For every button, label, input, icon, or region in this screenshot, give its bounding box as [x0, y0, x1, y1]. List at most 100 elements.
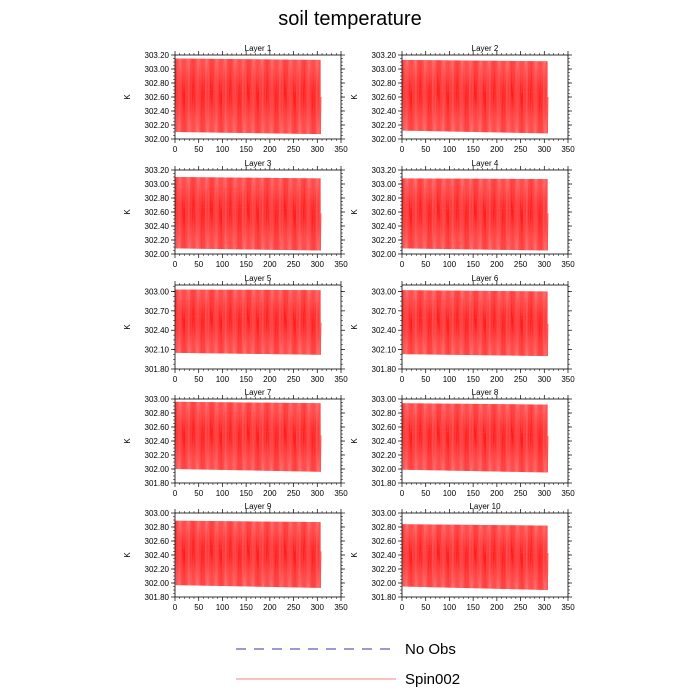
figure-title: soil temperature	[278, 8, 422, 30]
panel-title: Layer 5	[245, 274, 272, 283]
plot-frame	[174, 284, 342, 370]
y-tick-label: 302.40	[372, 222, 397, 231]
x-tick-label: 50	[194, 260, 203, 269]
series-line-spin002	[175, 520, 322, 588]
y-tick-label: 302.40	[372, 107, 397, 116]
x-tick-label: 150	[239, 145, 253, 154]
x-tick-label: 300	[311, 260, 325, 269]
x-tick-label: 100	[216, 375, 230, 384]
y-tick-label: 302.20	[145, 565, 170, 574]
x-tick-label: 200	[490, 603, 504, 612]
panel-title: Layer 10	[469, 502, 501, 511]
y-axis-label: K	[350, 94, 359, 100]
y-tick-label: 302.40	[145, 551, 170, 560]
y-axis-label: K	[123, 94, 132, 100]
y-tick-label: 303.00	[372, 180, 397, 189]
x-tick-label: 50	[421, 260, 430, 269]
x-tick-label: 250	[514, 489, 528, 498]
x-tick-label: 300	[311, 145, 325, 154]
chart-panels: 0 50 100 150 200 250 300 350 302.00 302.20 302.40 3…	[123, 44, 575, 612]
y-tick-label: 302.00	[145, 135, 170, 144]
x-tick-label: 100	[443, 145, 457, 154]
x-tick-label: 0	[400, 375, 405, 384]
y-tick-label: 302.40	[372, 326, 397, 335]
x-tick-label: 150	[239, 489, 253, 498]
x-tick-label: 150	[239, 603, 253, 612]
y-tick-label: 302.80	[372, 79, 397, 88]
y-tick-label: 302.20	[372, 236, 397, 245]
x-tick-label: 150	[466, 489, 480, 498]
x-tick-label: 50	[194, 603, 203, 612]
x-tick-label: 200	[490, 145, 504, 154]
x-tick-label: 200	[490, 375, 504, 384]
y-tick-label: 302.20	[145, 236, 170, 245]
x-tick-label: 350	[334, 375, 348, 384]
chart-panel-2: 0 50 100 150 200 250 300 350 302.00 302.20 302.40 3…	[350, 44, 575, 154]
chart-panel-3: 0 50 100 150 200 250 300 350 302.00 302.20 302.40 3…	[123, 159, 348, 269]
series-line-spin002	[175, 58, 322, 135]
x-tick-label: 300	[311, 603, 325, 612]
x-tick-label: 350	[334, 260, 348, 269]
chart-panel-8: 0 50 100 150 200 250 300 350 301.80 302.00 302.20 3…	[350, 388, 575, 498]
y-tick-label: 302.60	[145, 93, 170, 102]
x-tick-label: 100	[443, 603, 457, 612]
y-tick-label: 302.80	[372, 194, 397, 203]
x-tick-label: 50	[194, 375, 203, 384]
y-tick-label: 302.40	[145, 326, 170, 335]
series-line-spin002	[402, 524, 549, 591]
y-tick-label: 302.00	[372, 465, 397, 474]
x-tick-label: 50	[194, 489, 203, 498]
x-tick-label: 200	[490, 489, 504, 498]
x-tick-label: 0	[173, 375, 178, 384]
legend: No Obs Spin002	[236, 641, 460, 688]
legend-label: No Obs	[405, 641, 456, 658]
x-tick-label: 100	[443, 489, 457, 498]
y-tick-label: 302.80	[372, 409, 397, 418]
plot-frame	[401, 284, 569, 370]
y-tick-label: 302.40	[145, 222, 170, 231]
x-tick-label: 200	[263, 260, 277, 269]
series-line-spin002	[402, 59, 549, 134]
x-tick-label: 300	[538, 260, 552, 269]
y-tick-label: 302.40	[372, 551, 397, 560]
x-tick-label: 350	[561, 603, 575, 612]
series-line-spin002	[402, 290, 549, 357]
y-tick-label: 302.00	[372, 135, 397, 144]
y-axis-label: K	[123, 438, 132, 444]
x-tick-label: 50	[421, 375, 430, 384]
y-tick-label: 302.60	[145, 423, 170, 432]
y-tick-label: 302.80	[145, 409, 170, 418]
x-tick-label: 350	[561, 260, 575, 269]
x-tick-label: 350	[334, 603, 348, 612]
y-tick-label: 302.40	[145, 107, 170, 116]
y-tick-label: 302.70	[372, 307, 397, 316]
x-tick-label: 150	[239, 375, 253, 384]
y-tick-label: 302.00	[145, 250, 170, 259]
x-tick-label: 250	[287, 489, 301, 498]
y-tick-label: 303.00	[145, 180, 170, 189]
x-tick-label: 350	[561, 145, 575, 154]
series-line-spin002	[175, 176, 322, 251]
series-line-spin002	[175, 401, 322, 472]
x-tick-label: 300	[538, 489, 552, 498]
chart-panel-10: 0 50 100 150 200 250 300 350 301.80 302.00 302.20 3…	[350, 502, 575, 612]
y-tick-label: 303.20	[145, 51, 170, 60]
panel-title: Layer 1	[245, 44, 272, 53]
y-tick-label: 301.80	[372, 593, 397, 602]
y-tick-label: 302.10	[372, 346, 397, 355]
y-tick-label: 302.40	[145, 437, 170, 446]
legend-label: Spin002	[405, 671, 460, 688]
y-axis-label: K	[123, 209, 132, 215]
series-line-spin002	[175, 289, 322, 355]
y-tick-label: 302.40	[372, 437, 397, 446]
y-tick-label: 303.00	[372, 395, 397, 404]
panel-title: Layer 4	[472, 159, 499, 168]
x-tick-label: 350	[561, 489, 575, 498]
y-tick-label: 302.20	[145, 121, 170, 130]
x-tick-label: 150	[466, 603, 480, 612]
panel-title: Layer 7	[245, 388, 272, 397]
x-tick-label: 100	[216, 260, 230, 269]
x-tick-label: 250	[514, 603, 528, 612]
panel-title: Layer 8	[472, 388, 499, 397]
x-tick-label: 150	[239, 260, 253, 269]
